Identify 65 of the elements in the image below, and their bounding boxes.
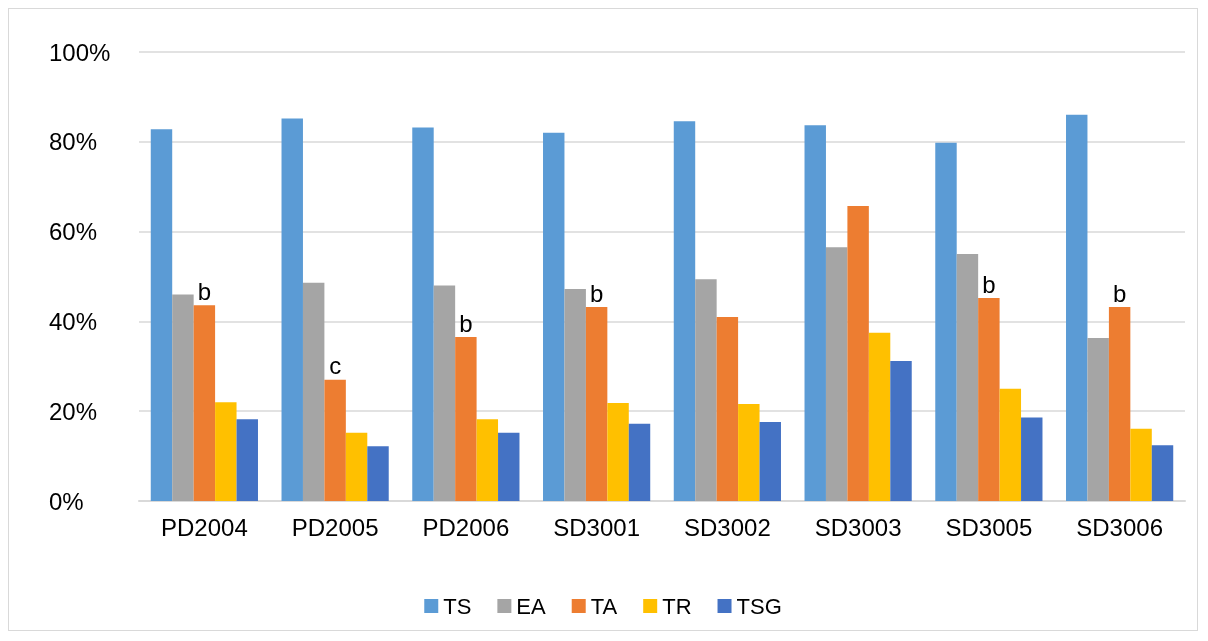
- legend-label: TR: [662, 593, 692, 619]
- annotation: b: [982, 270, 996, 298]
- bar: [956, 254, 979, 501]
- bar: [564, 289, 586, 501]
- x-tick-label: PD2006: [422, 513, 510, 541]
- bar: [1108, 307, 1131, 501]
- bar: [498, 432, 520, 501]
- bar: [673, 121, 696, 501]
- annotation: b: [459, 309, 473, 337]
- bar: [367, 446, 389, 501]
- bar: [935, 142, 957, 501]
- legend-label: EA: [516, 593, 547, 619]
- bar: [476, 419, 499, 501]
- legend-label: TA: [590, 593, 618, 619]
- y-tick-label: 100%: [49, 38, 111, 66]
- x-tick-label: SD3001: [553, 513, 640, 541]
- legend-label: TS: [443, 593, 472, 619]
- bar: [236, 419, 258, 501]
- bar: [215, 402, 237, 501]
- bar: [172, 294, 194, 501]
- bar: [978, 298, 1000, 501]
- bar: [150, 129, 173, 501]
- annotation: b: [1112, 279, 1127, 307]
- bar: [1066, 114, 1088, 501]
- bar: [847, 206, 869, 501]
- bar: [585, 307, 608, 501]
- bar: [716, 316, 739, 501]
- bar: [193, 305, 216, 501]
- bar: [455, 337, 477, 501]
- bar: [433, 285, 456, 501]
- bar: [543, 132, 565, 501]
- x-tick-label: SD3003: [814, 513, 902, 541]
- bar: [324, 379, 346, 501]
- bar: [607, 403, 629, 501]
- bar: [281, 118, 303, 501]
- bar: [628, 423, 651, 501]
- bar: [825, 247, 848, 501]
- bar: [759, 421, 781, 501]
- bar: [999, 388, 1022, 501]
- annotation: c: [329, 352, 342, 380]
- y-tick-label: 80%: [49, 128, 98, 156]
- y-tick-label: 60%: [49, 218, 98, 246]
- y-tick-label: 0%: [49, 487, 84, 515]
- x-tick-label: PD2005: [291, 513, 379, 541]
- bar: [345, 432, 368, 501]
- legend-label: TSG: [736, 593, 782, 619]
- bar: [1087, 338, 1109, 501]
- annotation: b: [197, 277, 212, 305]
- x-tick-label: SD3005: [945, 513, 1033, 541]
- x-tick-label: SD3002: [684, 513, 771, 541]
- bar: [868, 332, 891, 501]
- bar: [302, 282, 325, 501]
- bar: [1151, 445, 1174, 501]
- y-tick-label: 40%: [49, 307, 98, 335]
- y-tick-label: 20%: [49, 397, 98, 425]
- x-tick-label: SD3006: [1076, 513, 1163, 541]
- annotation: b: [589, 279, 604, 307]
- bar: [1021, 417, 1043, 501]
- bar: [1130, 428, 1152, 501]
- x-tick-label: PD2004: [161, 513, 248, 541]
- bar: [890, 360, 912, 501]
- bar: [738, 404, 760, 501]
- bar: [412, 127, 434, 501]
- bar: [695, 279, 717, 501]
- bar: [804, 125, 826, 501]
